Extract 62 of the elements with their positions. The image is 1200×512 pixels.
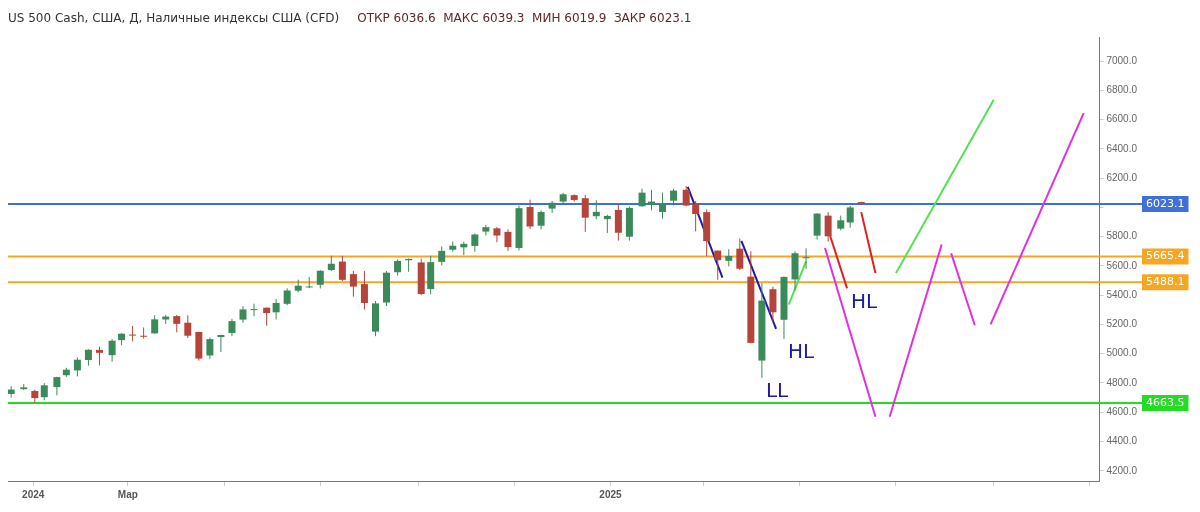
- candlestick: [305, 276, 313, 289]
- candlestick: [438, 245, 446, 266]
- x-tick-label: Мар: [117, 488, 138, 500]
- candlestick: [537, 209, 545, 230]
- candlestick: [846, 205, 854, 229]
- y-tick-label: 4200.0: [1106, 464, 1138, 476]
- candlestick: [217, 334, 225, 353]
- candlestick: [526, 199, 534, 230]
- y-tick-label: 4600.0: [1106, 405, 1138, 417]
- chart-subtitle: ОТКР 6036.6 МАКС 6039.3 МИН 6019.9 ЗАКР 6023.1: [357, 11, 692, 25]
- x-tick-label: 2024: [22, 488, 45, 500]
- chart-title: US 500 Cash, США, Д, Наличные индексы США (CFD): [8, 11, 340, 25]
- y-tick-label: 6400.0: [1106, 142, 1138, 154]
- ref-line-label: 4663.5: [1146, 395, 1185, 409]
- y-tick-label: 5400.0: [1106, 288, 1138, 300]
- y-tick-label: 5800.0: [1106, 230, 1138, 242]
- candlestick: [592, 199, 600, 220]
- candlestick: [272, 298, 280, 320]
- candlestick: [184, 314, 192, 339]
- candlestick: [349, 270, 357, 298]
- candlestick: [316, 269, 324, 289]
- candlestick: [151, 314, 159, 335]
- candlestick: [493, 226, 501, 243]
- candlestick: [802, 247, 810, 270]
- candlestick: [824, 211, 832, 243]
- candlestick: [504, 228, 512, 252]
- candlestick: [360, 270, 368, 311]
- candlestick: [736, 238, 744, 271]
- y-tick-label: 5200.0: [1106, 318, 1138, 330]
- candlestick: [250, 303, 258, 317]
- x-tick-label: 2025: [599, 488, 623, 500]
- candlestick: [548, 200, 556, 214]
- candlestick: [95, 346, 103, 366]
- candlestick: [714, 249, 722, 281]
- candlestick: [73, 356, 81, 377]
- ref-line-label: 6023.1: [1146, 196, 1185, 210]
- y-tick-label: 5600.0: [1106, 259, 1138, 271]
- candlestick: [338, 255, 346, 282]
- y-tick-label: 4800.0: [1106, 376, 1138, 388]
- annotation: HL: [851, 288, 879, 313]
- y-tick-label: 6600.0: [1106, 113, 1138, 125]
- candlestick: [581, 194, 589, 233]
- y-tick-label: 6200.0: [1106, 171, 1138, 183]
- candlestick: [769, 286, 777, 323]
- candlestick: [614, 203, 622, 242]
- candlestick: [482, 224, 490, 237]
- candlestick: [140, 326, 148, 340]
- ref-line-label: 5488.1: [1146, 275, 1185, 289]
- annotation: LL: [765, 378, 790, 403]
- candlestick: [659, 192, 667, 220]
- candlestick: [603, 214, 611, 234]
- candlestick: [692, 200, 700, 232]
- ref-line-label: 5665.4: [1146, 249, 1185, 263]
- candlestick: [206, 336, 214, 360]
- annotation: HL: [787, 339, 816, 364]
- candlestick: [471, 232, 479, 253]
- candlestick: [813, 212, 821, 241]
- y-tick-label: 7000.0: [1106, 54, 1138, 66]
- candlestick: [108, 338, 116, 363]
- y-tick-label: 6800.0: [1106, 84, 1138, 96]
- y-tick-label: 5000.0: [1106, 347, 1138, 359]
- y-tick-label: 4400.0: [1106, 435, 1138, 447]
